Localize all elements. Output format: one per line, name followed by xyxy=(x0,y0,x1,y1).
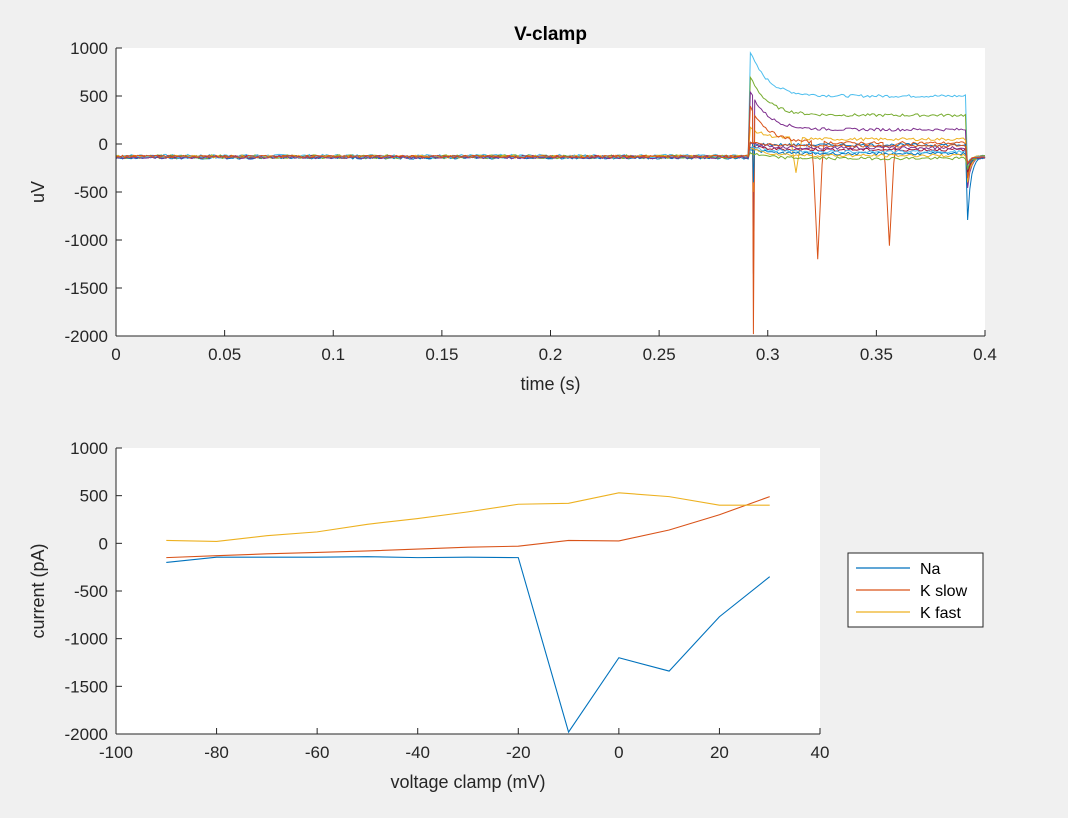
bottom-plot-area xyxy=(116,448,820,734)
top-y-tick-label: -2000 xyxy=(65,327,108,346)
bottom-axes: -100 -80 -60 -40 -20 0 20 40 -2000 -1500 -1000 -500… xyxy=(65,439,830,762)
top-y-axis-label: uV xyxy=(28,181,48,203)
bottom-y-axis-label: current (pA) xyxy=(28,543,48,638)
bot-y-tick-label: 500 xyxy=(80,487,108,506)
top-y-tick-label: -1000 xyxy=(65,231,108,250)
bot-y-tick-label: 0 xyxy=(99,534,108,553)
top-plot-area xyxy=(116,48,985,336)
bot-x-tick-label: -100 xyxy=(99,743,133,762)
top-plot-v-clamp: 0 0.05 0.1 0.15 0.2 0.25 0.3 0.35 0.4 -2000 -1500 -… xyxy=(28,24,997,394)
top-x-axis-label: time (s) xyxy=(521,374,581,394)
bot-y-tick-label: -1000 xyxy=(65,630,108,649)
bot-x-tick-label: -60 xyxy=(305,743,330,762)
top-x-tick-label: 0.15 xyxy=(425,345,458,364)
bot-x-tick-label: -40 xyxy=(405,743,430,762)
bot-y-tick-label: 1000 xyxy=(70,439,108,458)
top-y-tick-label: 0 xyxy=(99,135,108,154)
bot-x-tick-label: -80 xyxy=(204,743,229,762)
top-x-tick-label: 0.1 xyxy=(321,345,345,364)
bottom-plot-iv-curve: -100 -80 -60 -40 -20 0 20 40 -2000 -1500 -1000 -500… xyxy=(28,439,984,792)
top-x-tick-label: 0.25 xyxy=(643,345,676,364)
top-trace-line xyxy=(115,141,986,166)
top-x-tick-label: 0.4 xyxy=(973,345,997,364)
bottom-x-axis-label: voltage clamp (mV) xyxy=(390,772,545,792)
bot-x-tick-label: 0 xyxy=(614,743,623,762)
top-x-tick-label: 0.2 xyxy=(539,345,563,364)
top-x-tick-label: 0.35 xyxy=(860,345,893,364)
bottom-traces xyxy=(166,492,771,734)
top-x-tick-label: 0.3 xyxy=(756,345,780,364)
top-traces xyxy=(115,51,986,335)
legend: Na K slow K fast xyxy=(847,552,984,628)
top-chart-title: V-clamp xyxy=(514,24,587,45)
top-y-tick-label: 500 xyxy=(80,87,108,106)
top-x-tick-label: 0.05 xyxy=(208,345,241,364)
legend-label: K slow xyxy=(920,583,968,600)
bot-x-tick-label: -20 xyxy=(506,743,531,762)
top-y-tick-label: -1500 xyxy=(65,279,108,298)
bot-y-tick-label: -500 xyxy=(74,582,108,601)
series-line-k-fast xyxy=(166,492,770,542)
bot-x-tick-label: 20 xyxy=(710,743,729,762)
series-line-k-slow xyxy=(166,496,770,559)
bot-y-tick-label: -2000 xyxy=(65,725,108,744)
bot-y-tick-label: -1500 xyxy=(65,677,108,696)
bot-x-tick-label: 40 xyxy=(811,743,830,762)
top-x-tick-label: 0 xyxy=(111,345,120,364)
series-line-na xyxy=(166,556,771,734)
top-trace-line xyxy=(115,141,986,165)
top-y-tick-label: 1000 xyxy=(70,39,108,58)
legend-label: Na xyxy=(920,561,941,578)
top-y-tick-label: -500 xyxy=(74,183,108,202)
top-axes: 0 0.05 0.1 0.15 0.2 0.25 0.3 0.35 0.4 -2000 -1500 -… xyxy=(65,39,997,364)
legend-label: K fast xyxy=(920,605,961,622)
